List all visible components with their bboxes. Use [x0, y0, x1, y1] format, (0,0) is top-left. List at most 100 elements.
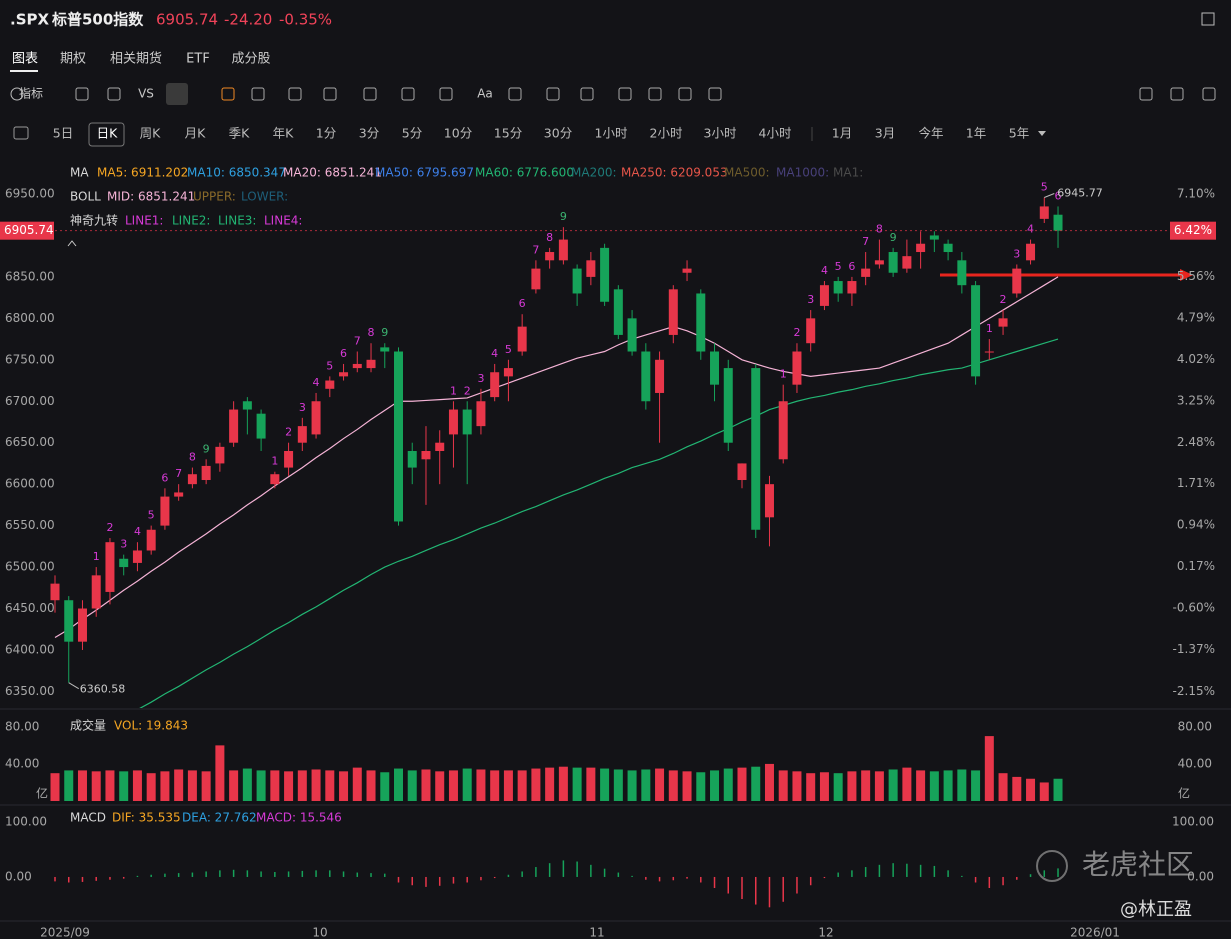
indicator-icon[interactable]: [10, 87, 24, 101]
candle-body: [270, 474, 280, 485]
period[interactable]: 3小时: [704, 126, 737, 141]
tab[interactable]: 成分股: [231, 52, 270, 67]
tool-icon[interactable]: [580, 87, 594, 101]
period[interactable]: 周K: [140, 126, 162, 141]
period[interactable]: 10分: [444, 126, 472, 141]
ma-legend: MA5: 6911.202: [97, 166, 188, 180]
candle-body: [146, 529, 156, 551]
tool-icon[interactable]: [401, 87, 415, 101]
candle-body: [421, 450, 431, 460]
ma-legend: MA10: 6850.347: [187, 166, 286, 180]
tool-icon[interactable]: [288, 87, 302, 101]
period[interactable]: 1月: [832, 126, 852, 141]
high-label: 6945.77: [1057, 186, 1103, 199]
tool-icon[interactable]: [508, 87, 522, 101]
period[interactable]: 4小时: [759, 126, 792, 141]
candle-body: [325, 380, 335, 389]
td-label: 4: [313, 376, 320, 389]
tool-icon[interactable]: [1139, 87, 1153, 101]
tool-icon[interactable]: [648, 87, 662, 101]
td-label: 7: [175, 467, 182, 480]
period[interactable]: 15分: [494, 126, 522, 141]
td-label: 1: [93, 550, 100, 563]
period[interactable]: 3分: [359, 126, 379, 141]
tool-icon[interactable]: [251, 87, 265, 101]
td-label: 4: [134, 525, 141, 538]
period[interactable]: 1年: [966, 126, 986, 141]
volume-bar: [146, 773, 156, 801]
y-tick-label: 6750.00: [5, 352, 55, 366]
period[interactable]: 5日: [53, 126, 73, 141]
candle-body: [943, 243, 953, 253]
tool-icon[interactable]: [323, 87, 337, 101]
tool-icon[interactable]: [75, 87, 89, 101]
tab[interactable]: ETF: [186, 52, 210, 67]
expand-icon[interactable]: [1201, 12, 1215, 26]
y2-tick-label: 4.02%: [1177, 352, 1215, 366]
td-label: 1: [271, 455, 278, 468]
volume-bar: [531, 768, 541, 801]
macd-tick-label: 100.00: [1172, 814, 1214, 828]
pct-tag: [1170, 221, 1216, 240]
tab[interactable]: 相关期货: [110, 51, 162, 67]
symbol-name: 标普500指数: [51, 11, 144, 29]
day-icon[interactable]: [13, 126, 29, 140]
period[interactable]: 1小时: [595, 126, 628, 141]
volume-bar: [627, 770, 637, 801]
tool-icon[interactable]: [618, 87, 632, 101]
tool-icon[interactable]: [546, 87, 560, 101]
tool-icon[interactable]: [708, 87, 722, 101]
volume-bar: [1053, 778, 1063, 801]
td-label: 2: [793, 326, 800, 339]
candle-body: [132, 550, 142, 563]
y-tick-label: 6950.00: [5, 186, 55, 200]
td-label: 8: [546, 231, 553, 244]
y2-tick-label: 0.17%: [1177, 559, 1215, 573]
candle-body: [435, 442, 445, 451]
candle-body: [297, 426, 307, 443]
candle-body: [572, 268, 582, 294]
period[interactable]: 年K: [273, 126, 295, 141]
td-legend: LINE4:: [264, 214, 302, 228]
period[interactable]: 30分: [544, 126, 572, 141]
volume-bar: [682, 771, 692, 801]
volume-bar: [819, 772, 829, 801]
volume-bar: [160, 771, 170, 801]
period[interactable]: 2小时: [650, 126, 683, 141]
period[interactable]: 5分: [402, 126, 422, 141]
volume-bar: [764, 763, 774, 801]
td-label: 4: [491, 347, 498, 360]
td-label: 1: [780, 368, 787, 381]
tool-icon[interactable]: [678, 87, 692, 101]
toolbar-item[interactable]: 指标: [19, 86, 43, 101]
tool-icon[interactable]: [1202, 87, 1216, 101]
volume-bar: [833, 773, 843, 801]
td-label: 9: [890, 231, 897, 244]
tool-icon[interactable]: [363, 87, 377, 101]
period[interactable]: 月K: [185, 126, 207, 141]
vol-unit: 亿: [36, 786, 48, 801]
toolbar-item[interactable]: Aa: [477, 87, 493, 101]
period[interactable]: 季K: [229, 126, 251, 141]
collapse-icon[interactable]: [67, 240, 77, 247]
tool-icon[interactable]: [107, 87, 121, 101]
period[interactable]: 日K: [97, 126, 119, 141]
period[interactable]: 1分: [316, 126, 336, 141]
period[interactable]: 5年: [1009, 126, 1029, 141]
period[interactable]: 3月: [875, 126, 895, 141]
volume-bar: [545, 767, 555, 801]
tool-icon[interactable]: [439, 87, 453, 101]
candle-body: [119, 558, 129, 568]
macd-tick-label: 100.00: [5, 814, 47, 828]
tab[interactable]: 期权: [60, 51, 86, 67]
volume-bar: [407, 770, 417, 801]
tab[interactable]: 图表: [12, 52, 38, 67]
volume-bar: [792, 771, 802, 801]
volume-bar: [421, 769, 431, 801]
tool-icon[interactable]: [221, 87, 235, 101]
candle-body: [957, 260, 967, 286]
tool-icon[interactable]: [1170, 87, 1184, 101]
period[interactable]: 今年: [918, 126, 943, 141]
candle-body: [764, 484, 774, 518]
toolbar-item[interactable]: VS: [138, 87, 154, 101]
